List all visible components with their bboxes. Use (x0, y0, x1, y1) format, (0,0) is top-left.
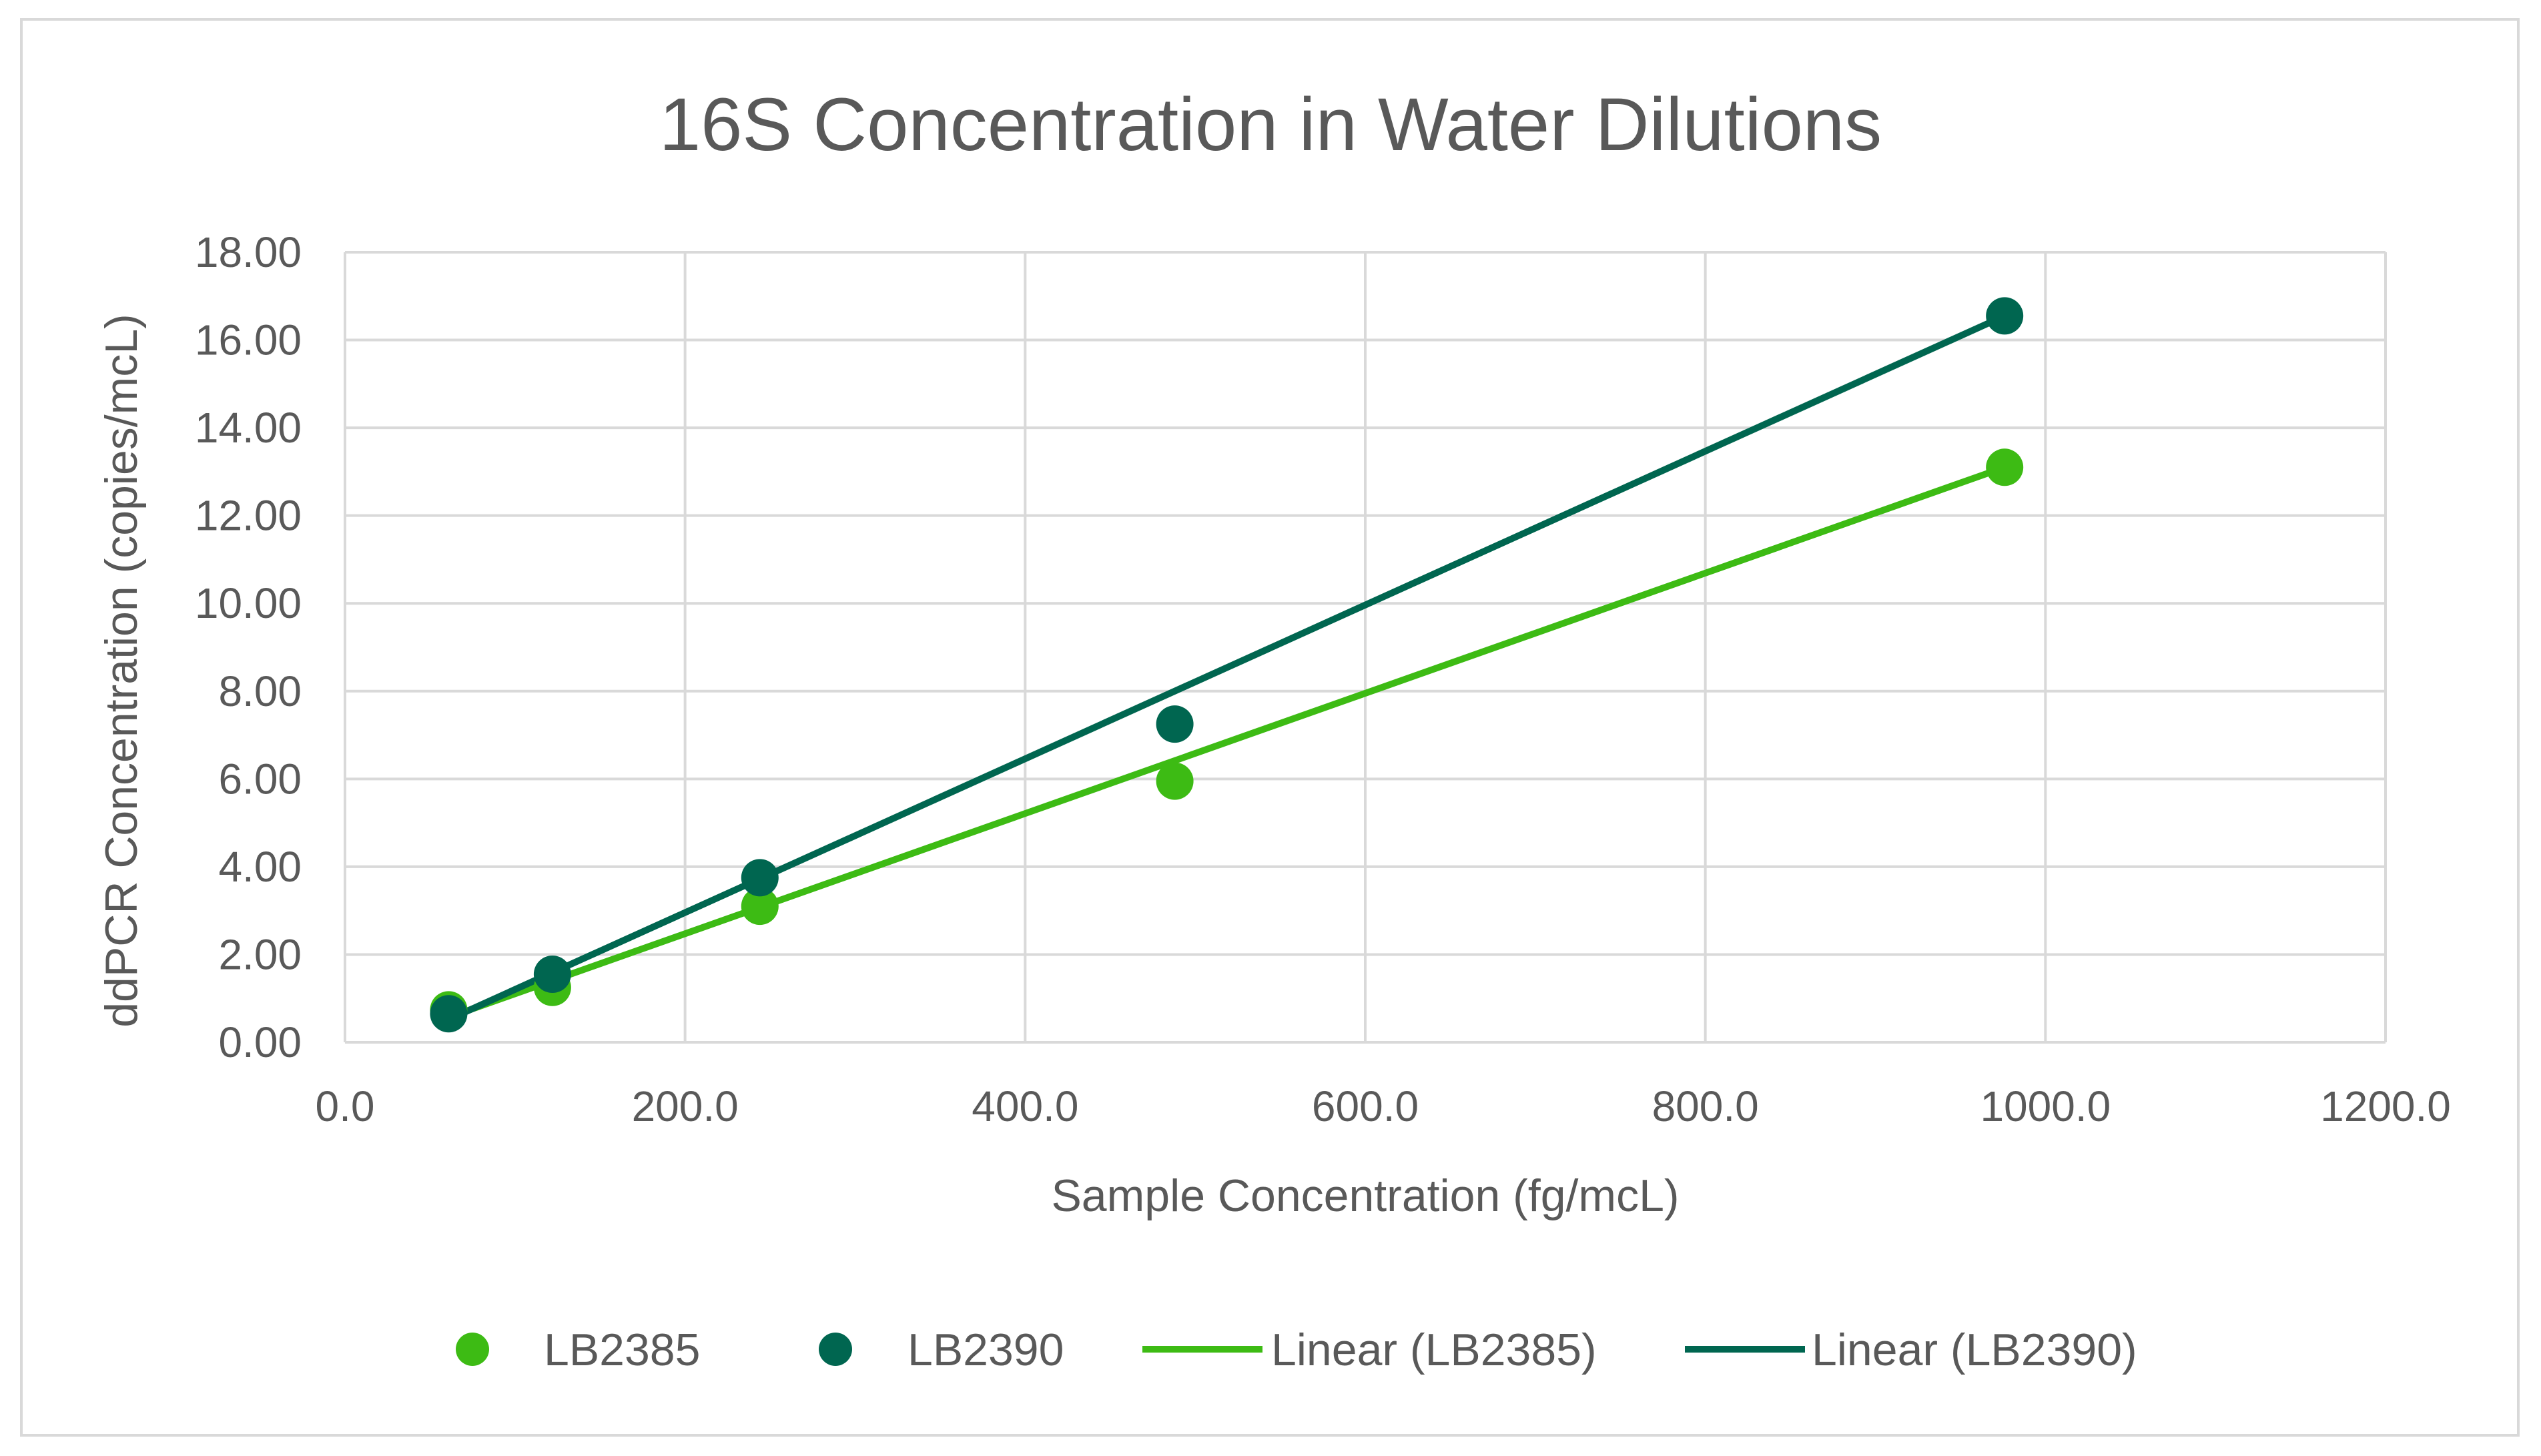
y-axis-label: ddPCR Concentration (copies/mcL) (96, 314, 147, 1028)
tick-labels: 0.0 200.0 400.0 600.0 800.0 1000.0 1200.0 0.00 2… (195, 228, 2451, 1130)
legend-marker (456, 1333, 489, 1366)
legend-label: LB2390 (908, 1325, 1064, 1375)
data-point-lb2390 (741, 859, 779, 897)
data-point-lb2390 (533, 956, 571, 994)
y-tick-label: 2.00 (218, 930, 302, 978)
data-point-lb2385 (1156, 762, 1194, 800)
legend-label: LB2385 (544, 1325, 700, 1375)
legend: LB2385 LB2390 Linear (LB2385) Linear (LB239… (456, 1325, 2137, 1375)
gridlines (344, 251, 2387, 1044)
x-tick-label: 1200.0 (2320, 1082, 2451, 1130)
y-tick-label: 14.00 (195, 404, 302, 452)
y-tick-label: 6.00 (218, 755, 302, 803)
data-point-lb2390 (1986, 297, 2024, 335)
data-point-lb2385 (741, 887, 779, 926)
legend-label: Linear (LB2390) (1812, 1325, 2137, 1375)
data-point-lb2390 (430, 995, 468, 1033)
data-point-lb2385 (1986, 448, 2024, 486)
x-tick-label: 600.0 (1312, 1082, 1419, 1130)
y-tick-label: 10.00 (195, 579, 302, 627)
trendlines (447, 312, 2007, 1023)
legend-label: Linear (LB2385) (1271, 1325, 1597, 1375)
y-tick-label: 0.00 (218, 1018, 302, 1066)
trendline-lb2385 (447, 464, 2006, 1021)
x-tick-label: 400.0 (972, 1082, 1078, 1130)
y-tick-label: 18.00 (195, 228, 302, 276)
y-tick-label: 4.00 (218, 843, 302, 891)
trendline-lb2390 (447, 312, 2007, 1023)
y-tick-label: 16.00 (195, 316, 302, 364)
data-points (430, 297, 2024, 1033)
data-point-lb2390 (1156, 705, 1194, 743)
x-tick-label: 0.0 (316, 1082, 375, 1130)
y-tick-label: 8.00 (218, 667, 302, 715)
chart-title: 16S Concentration in Water Dilutions (659, 83, 1882, 166)
x-axis-label: Sample Concentration (fg/mcL) (1051, 1170, 1679, 1221)
x-tick-label: 1000.0 (1980, 1082, 2111, 1130)
legend-marker (819, 1333, 852, 1366)
x-tick-label: 800.0 (1652, 1082, 1759, 1130)
x-tick-label: 200.0 (632, 1082, 739, 1130)
y-tick-label: 12.00 (195, 492, 302, 540)
